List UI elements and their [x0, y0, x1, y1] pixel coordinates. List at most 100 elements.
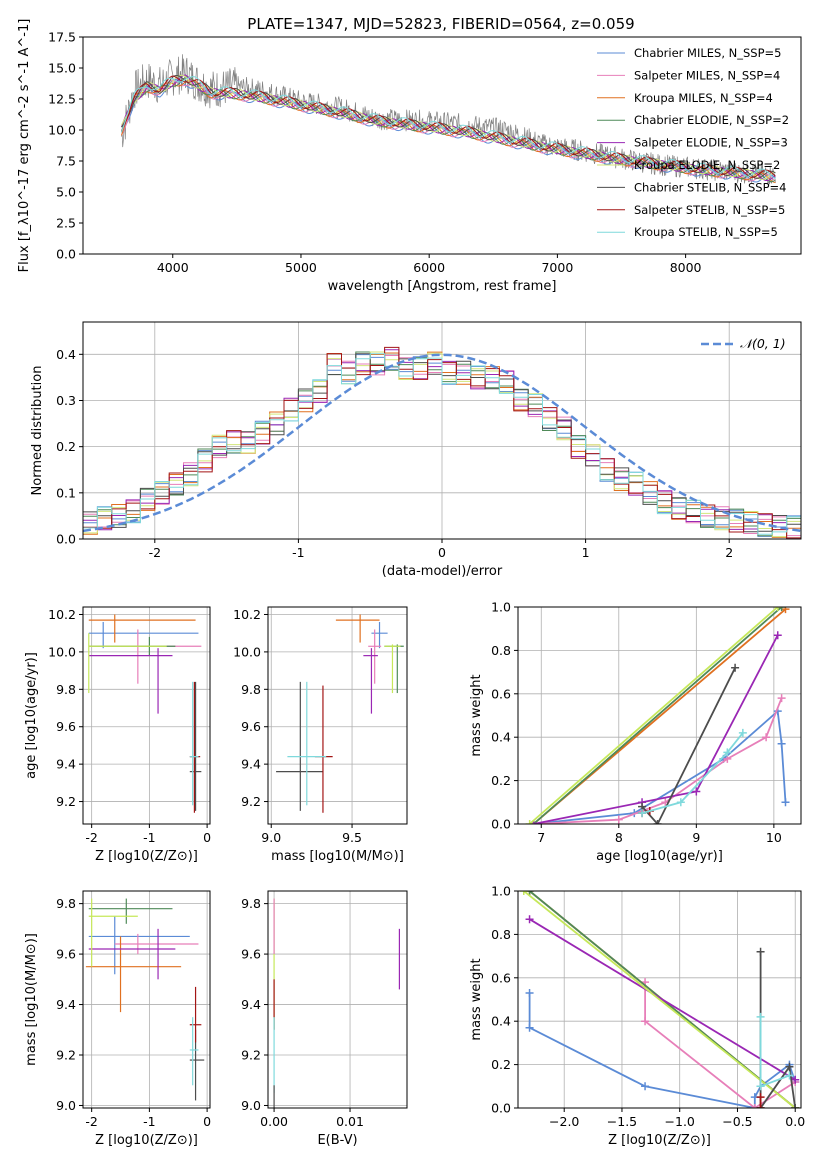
mass-weight-marker [773, 607, 782, 611]
data-point [276, 681, 323, 811]
x-tick-label: −2.0 [549, 1114, 579, 1129]
mass-weight-marker [638, 809, 647, 818]
data-point [189, 986, 202, 1043]
data-point [314, 685, 333, 813]
mass-weight-marker [723, 748, 732, 757]
mass-weight-marker [641, 1082, 650, 1091]
weight-vs-age-plot-area [525, 607, 790, 824]
x-tick-label: 7000 [541, 260, 573, 275]
y-tick-label: 5.0 [56, 185, 76, 200]
y-tick-label: 9.8 [241, 682, 261, 697]
y-tick-label: 0.4 [491, 1014, 511, 1029]
x-tick-label: 8000 [670, 260, 702, 275]
mass-weight-series-line [641, 732, 744, 814]
y-tick-label: 0.0 [491, 817, 511, 832]
age-vs-mass-panel: 9.0 9.5 9.2 9.4 9.6 9.8 10.0 10.2 mass [log10(M/… [233, 606, 408, 864]
legend-label: Salpeter STELIB, N_SSP=5 [634, 203, 785, 217]
x-tick-label: 2 [725, 545, 733, 560]
x-tick-label: −1.5 [607, 1114, 637, 1129]
data-point [368, 629, 382, 684]
y-tick-label: 9.8 [56, 682, 76, 697]
x-axis-label: Z [log10(Z/Z⊙)] [95, 849, 198, 864]
mass-weight-marker [519, 891, 528, 895]
figure-title: PLATE=1347, MJD=52823, FIBERID=0564, z=0… [247, 15, 634, 33]
legend-label: Kroupa STELIB, N_SSP=5 [634, 225, 778, 239]
mass-weight-marker [781, 798, 790, 807]
mass-vs-ebv-plot-area [273, 898, 401, 1108]
y-axis-label: Flux [f_λ10^-17 erg cm^-2 s^-1 A^-1] [17, 19, 32, 273]
mass-vs-ebv-frame [267, 890, 408, 1109]
mass-weight-marker [773, 631, 782, 640]
y-tick-label: 9.6 [56, 947, 76, 962]
x-tick-label: 1 [582, 545, 590, 560]
model-spectrum-line [121, 74, 776, 181]
y-tick-label: 0.4 [56, 347, 76, 362]
model-spectrum-line [121, 80, 776, 182]
legend-label: Salpeter ELODIE, N_SSP=3 [634, 136, 788, 150]
weight-vs-Z-plot-area [519, 891, 800, 1108]
legend-label: Chabrier STELIB, N_SSP=4 [634, 180, 786, 194]
mass-weight-series-line [529, 918, 796, 1081]
residual-histogram-plot-area [83, 346, 801, 539]
mass-weight-marker [525, 820, 534, 824]
x-axis-label: mass [log10(M/M⊙)] [271, 849, 404, 864]
x-tick-label: 0.0 [785, 1114, 805, 1129]
data-point [189, 1029, 205, 1101]
y-tick-label: 9.4 [241, 757, 261, 772]
y-tick-label: 15.0 [48, 61, 76, 76]
x-tick-label: 8 [615, 830, 623, 845]
age-vs-mass-plot-area [276, 614, 404, 813]
mass-weight-marker [525, 891, 534, 895]
mass-weight-marker [614, 815, 623, 824]
x-tick-label: −0.5 [722, 1114, 752, 1129]
mass-weight-marker [756, 1104, 765, 1108]
mass-weight-marker [653, 820, 662, 824]
x-tick-label: -1 [143, 1114, 155, 1129]
y-tick-label: 10.2 [233, 607, 261, 622]
y-tick-label: 17.5 [48, 30, 76, 45]
y-axis-label: mass weight [469, 958, 484, 1040]
mass-weight-marker [785, 1062, 794, 1071]
y-tick-label: 9.4 [56, 997, 76, 1012]
y-tick-label: 9.4 [241, 997, 261, 1012]
mass-weight-marker [791, 1104, 800, 1108]
mass-weight-marker [525, 1023, 534, 1032]
y-tick-label: 1.0 [491, 600, 511, 615]
x-tick-label: 0 [438, 545, 446, 560]
mass-weight-series-line [523, 891, 796, 1108]
data-point [371, 621, 388, 649]
mass-weight-marker [781, 607, 790, 614]
mass-weight-marker [676, 798, 685, 807]
y-tick-label: 0.2 [56, 439, 76, 454]
legend-label: Salpeter MILES, N_SSP=4 [634, 68, 780, 82]
x-tick-label: 10 [766, 830, 782, 845]
model-spectrum-line [121, 76, 776, 180]
x-tick-label: 9.5 [342, 830, 362, 845]
mass-weight-marker [756, 947, 765, 956]
y-tick-label: 9.8 [56, 896, 76, 911]
data-point [363, 648, 378, 714]
data-point [189, 681, 202, 811]
y-tick-label: 9.2 [241, 794, 261, 809]
data-point [189, 1017, 199, 1086]
mass-weight-series-line [533, 709, 787, 824]
y-tick-label: 0.8 [491, 927, 511, 942]
data-point [88, 629, 202, 684]
age-vs-Z-frame [82, 606, 211, 825]
legend-label: Chabrier MILES, N_SSP=5 [634, 46, 781, 60]
mass-weight-series-line [533, 634, 779, 824]
mass-vs-ebv-panel: 0.00 0.01 9.0 9.2 9.4 9.6 9.8 E(B-V) [241, 890, 408, 1148]
y-tick-label: 10.0 [48, 644, 76, 659]
mass-weight-marker [777, 607, 786, 611]
age-vs-Z-panel: -2 -1 0 9.2 9.4 9.6 9.8 10.0 10.2 Z [log10(Z/Z⊙)]… [24, 606, 211, 864]
y-tick-label: 2.5 [56, 216, 76, 231]
mass-vs-Z-plot-area [85, 898, 205, 1101]
y-tick-label: 0.0 [56, 532, 76, 547]
mass-weight-marker [762, 733, 771, 742]
model-spectrum-line [121, 78, 776, 183]
age-vs-mass-frame [267, 606, 408, 825]
data-point [384, 644, 401, 694]
spectrum-frame [82, 36, 802, 255]
data-point [85, 936, 182, 1013]
x-tick-label: 0.01 [336, 1114, 364, 1129]
